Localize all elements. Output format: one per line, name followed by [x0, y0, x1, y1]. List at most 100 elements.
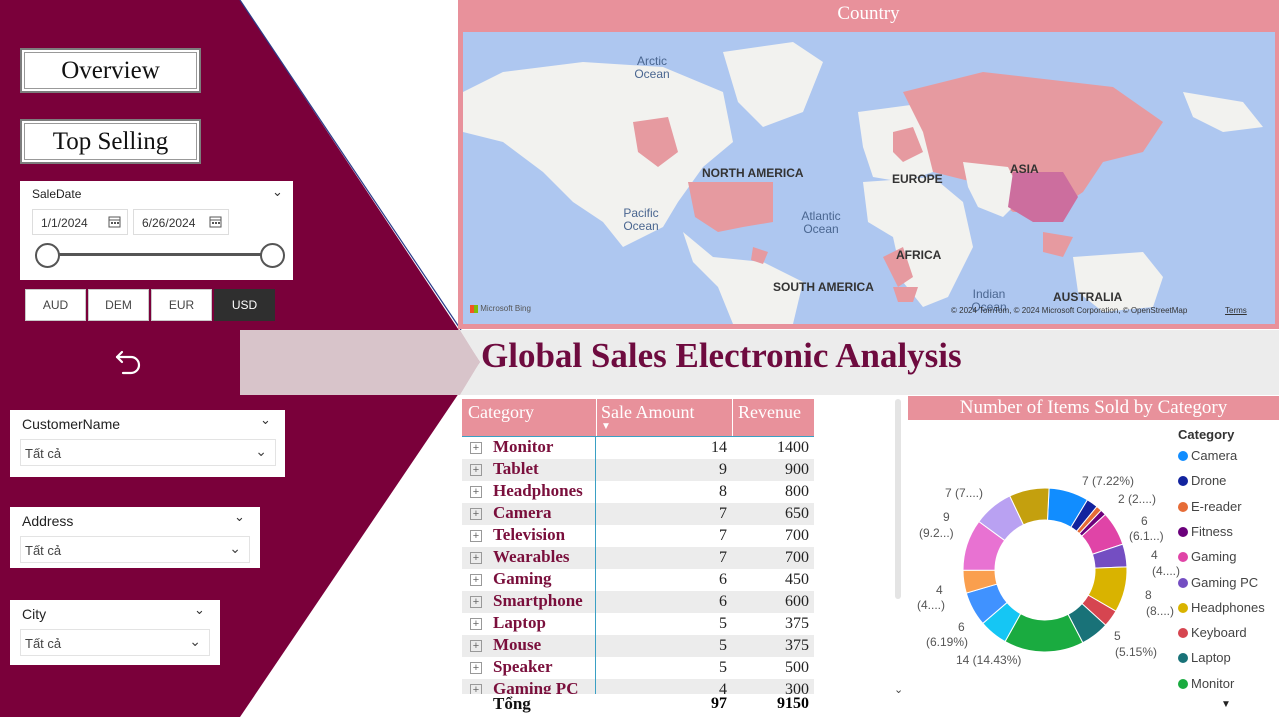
- data-label: 6: [958, 620, 965, 634]
- map-terms-link[interactable]: Terms: [1225, 306, 1247, 315]
- table-row[interactable]: + Mouse 5 375: [462, 635, 814, 657]
- expand-icon[interactable]: +: [470, 442, 482, 454]
- chevron-down-icon[interactable]: ⌄: [194, 602, 205, 617]
- map-title: Country: [837, 3, 900, 24]
- row-category: Laptop: [493, 613, 546, 632]
- customer-name-dropdown[interactable]: Tất cả ⌄: [20, 439, 276, 466]
- data-label: (5.15%): [1115, 645, 1158, 659]
- table-row[interactable]: + Gaming PC 4 300: [462, 679, 814, 694]
- country-map-visual: Country: [458, 0, 1279, 329]
- chevron-down-icon[interactable]: ⌄: [260, 412, 271, 427]
- expand-icon[interactable]: +: [470, 530, 482, 542]
- expand-icon[interactable]: +: [470, 684, 482, 694]
- legend-scroll-down-icon[interactable]: ▼: [1221, 699, 1231, 710]
- row-amount: 14: [711, 439, 727, 456]
- end-date-input[interactable]: 6/26/2024: [133, 209, 229, 235]
- scrollbar[interactable]: ⌄: [893, 399, 903, 699]
- row-amount: 8: [719, 483, 727, 500]
- data-label: 4: [1151, 548, 1158, 562]
- row-revenue: 375: [785, 637, 809, 654]
- city-slicer: City ⌄ Tất cả ⌄: [10, 600, 220, 665]
- table-row[interactable]: + Laptop 5 375: [462, 613, 814, 635]
- row-category: Monitor: [493, 437, 554, 456]
- column-header-category[interactable]: Category: [462, 399, 596, 436]
- expand-icon[interactable]: +: [470, 486, 482, 498]
- data-label: 9: [943, 510, 950, 524]
- back-arrow-icon[interactable]: [113, 345, 145, 377]
- row-category: Camera: [493, 503, 552, 522]
- table-row[interactable]: + Speaker 5 500: [462, 657, 814, 679]
- calendar-icon[interactable]: [209, 215, 222, 228]
- legend-label: Drone: [1191, 473, 1227, 489]
- data-label: (4....): [1152, 564, 1181, 578]
- banner-background: [240, 330, 1279, 395]
- expand-icon[interactable]: +: [470, 662, 482, 674]
- map-label-australia: AUSTRALIA: [1053, 290, 1123, 304]
- donut-slice[interactable]: [1009, 487, 1050, 526]
- donut-chart[interactable]: [960, 485, 1130, 655]
- legend-swatch: [1178, 628, 1188, 639]
- calendar-icon[interactable]: [108, 215, 121, 228]
- data-label: (6.1...): [1129, 529, 1164, 543]
- legend-swatch: [1178, 451, 1188, 461]
- row-category: Tablet: [493, 459, 539, 478]
- row-category: Television: [493, 525, 566, 544]
- map-label-atlantic: Atlantic Ocean: [801, 209, 841, 236]
- row-amount: 7: [719, 527, 727, 544]
- legend-label: Keyboard: [1191, 625, 1247, 641]
- bing-label: Microsoft Bing: [480, 304, 531, 313]
- data-label: 8: [1145, 588, 1152, 602]
- total-label: Tổng: [493, 694, 531, 713]
- column-header-amount[interactable]: Sale Amount ▼: [597, 399, 732, 436]
- expand-icon[interactable]: +: [470, 640, 482, 652]
- overview-button[interactable]: Overview: [20, 48, 201, 93]
- row-amount: 5: [719, 637, 727, 654]
- range-end-handle[interactable]: [260, 243, 285, 268]
- world-map[interactable]: [463, 32, 1275, 324]
- legend-label: Gaming PC: [1191, 574, 1259, 590]
- top-selling-button[interactable]: Top Selling: [20, 119, 201, 164]
- legend-swatch: [1178, 577, 1188, 588]
- table-row[interactable]: + Television 7 700: [462, 525, 814, 547]
- legend-label: Headphones: [1191, 599, 1265, 615]
- expand-icon[interactable]: +: [470, 574, 482, 586]
- expand-icon[interactable]: +: [470, 508, 482, 520]
- column-header-revenue[interactable]: Revenue: [733, 399, 814, 436]
- chevron-down-icon[interactable]: ⌄: [894, 684, 904, 696]
- chevron-down-icon: ⌄: [229, 540, 241, 556]
- scrollbar-thumb[interactable]: [895, 399, 901, 599]
- table-row[interactable]: + Tablet 9 900: [462, 459, 814, 481]
- table-row[interactable]: + Wearables 7 700: [462, 547, 814, 569]
- table-row[interactable]: + Gaming 6 450: [462, 569, 814, 591]
- map-label-south-america: SOUTH AMERICA: [773, 280, 874, 294]
- table-row[interactable]: + Headphones 8 800: [462, 481, 814, 503]
- currency-dem-button[interactable]: DEM: [88, 289, 149, 321]
- expand-icon[interactable]: +: [470, 552, 482, 564]
- expand-icon[interactable]: +: [470, 596, 482, 608]
- data-label: 2 (2....): [1118, 492, 1157, 506]
- city-value: Tất cả: [25, 636, 62, 651]
- row-revenue: 800: [785, 483, 809, 500]
- data-label: 14 (14.43%): [956, 653, 1022, 667]
- table-row[interactable]: + Camera 7 650: [462, 503, 814, 525]
- legend-swatch: [1178, 526, 1188, 537]
- city-dropdown[interactable]: Tất cả ⌄: [20, 629, 210, 656]
- start-date-input[interactable]: 1/1/2024: [32, 209, 128, 235]
- chevron-down-icon[interactable]: ⌄: [234, 509, 245, 524]
- column-divider: [595, 436, 596, 714]
- currency-usd-button[interactable]: USD: [214, 289, 275, 321]
- legend-swatch: [1178, 653, 1188, 664]
- table-row[interactable]: + Monitor 14 1400: [462, 437, 814, 459]
- map-label-indian: Indian Ocean: [971, 287, 1007, 314]
- currency-eur-button[interactable]: EUR: [151, 289, 212, 321]
- table-row[interactable]: + Smartphone 6 600: [462, 591, 814, 613]
- legend-swatch: [1178, 501, 1188, 512]
- address-dropdown[interactable]: Tất cả ⌄: [20, 536, 250, 563]
- currency-aud-button[interactable]: AUD: [25, 289, 86, 321]
- range-start-handle[interactable]: [35, 243, 60, 268]
- legend-title: Category: [1178, 427, 1235, 442]
- expand-icon[interactable]: +: [470, 464, 482, 476]
- chevron-down-icon[interactable]: ⌄: [272, 184, 283, 199]
- expand-icon[interactable]: +: [470, 618, 482, 630]
